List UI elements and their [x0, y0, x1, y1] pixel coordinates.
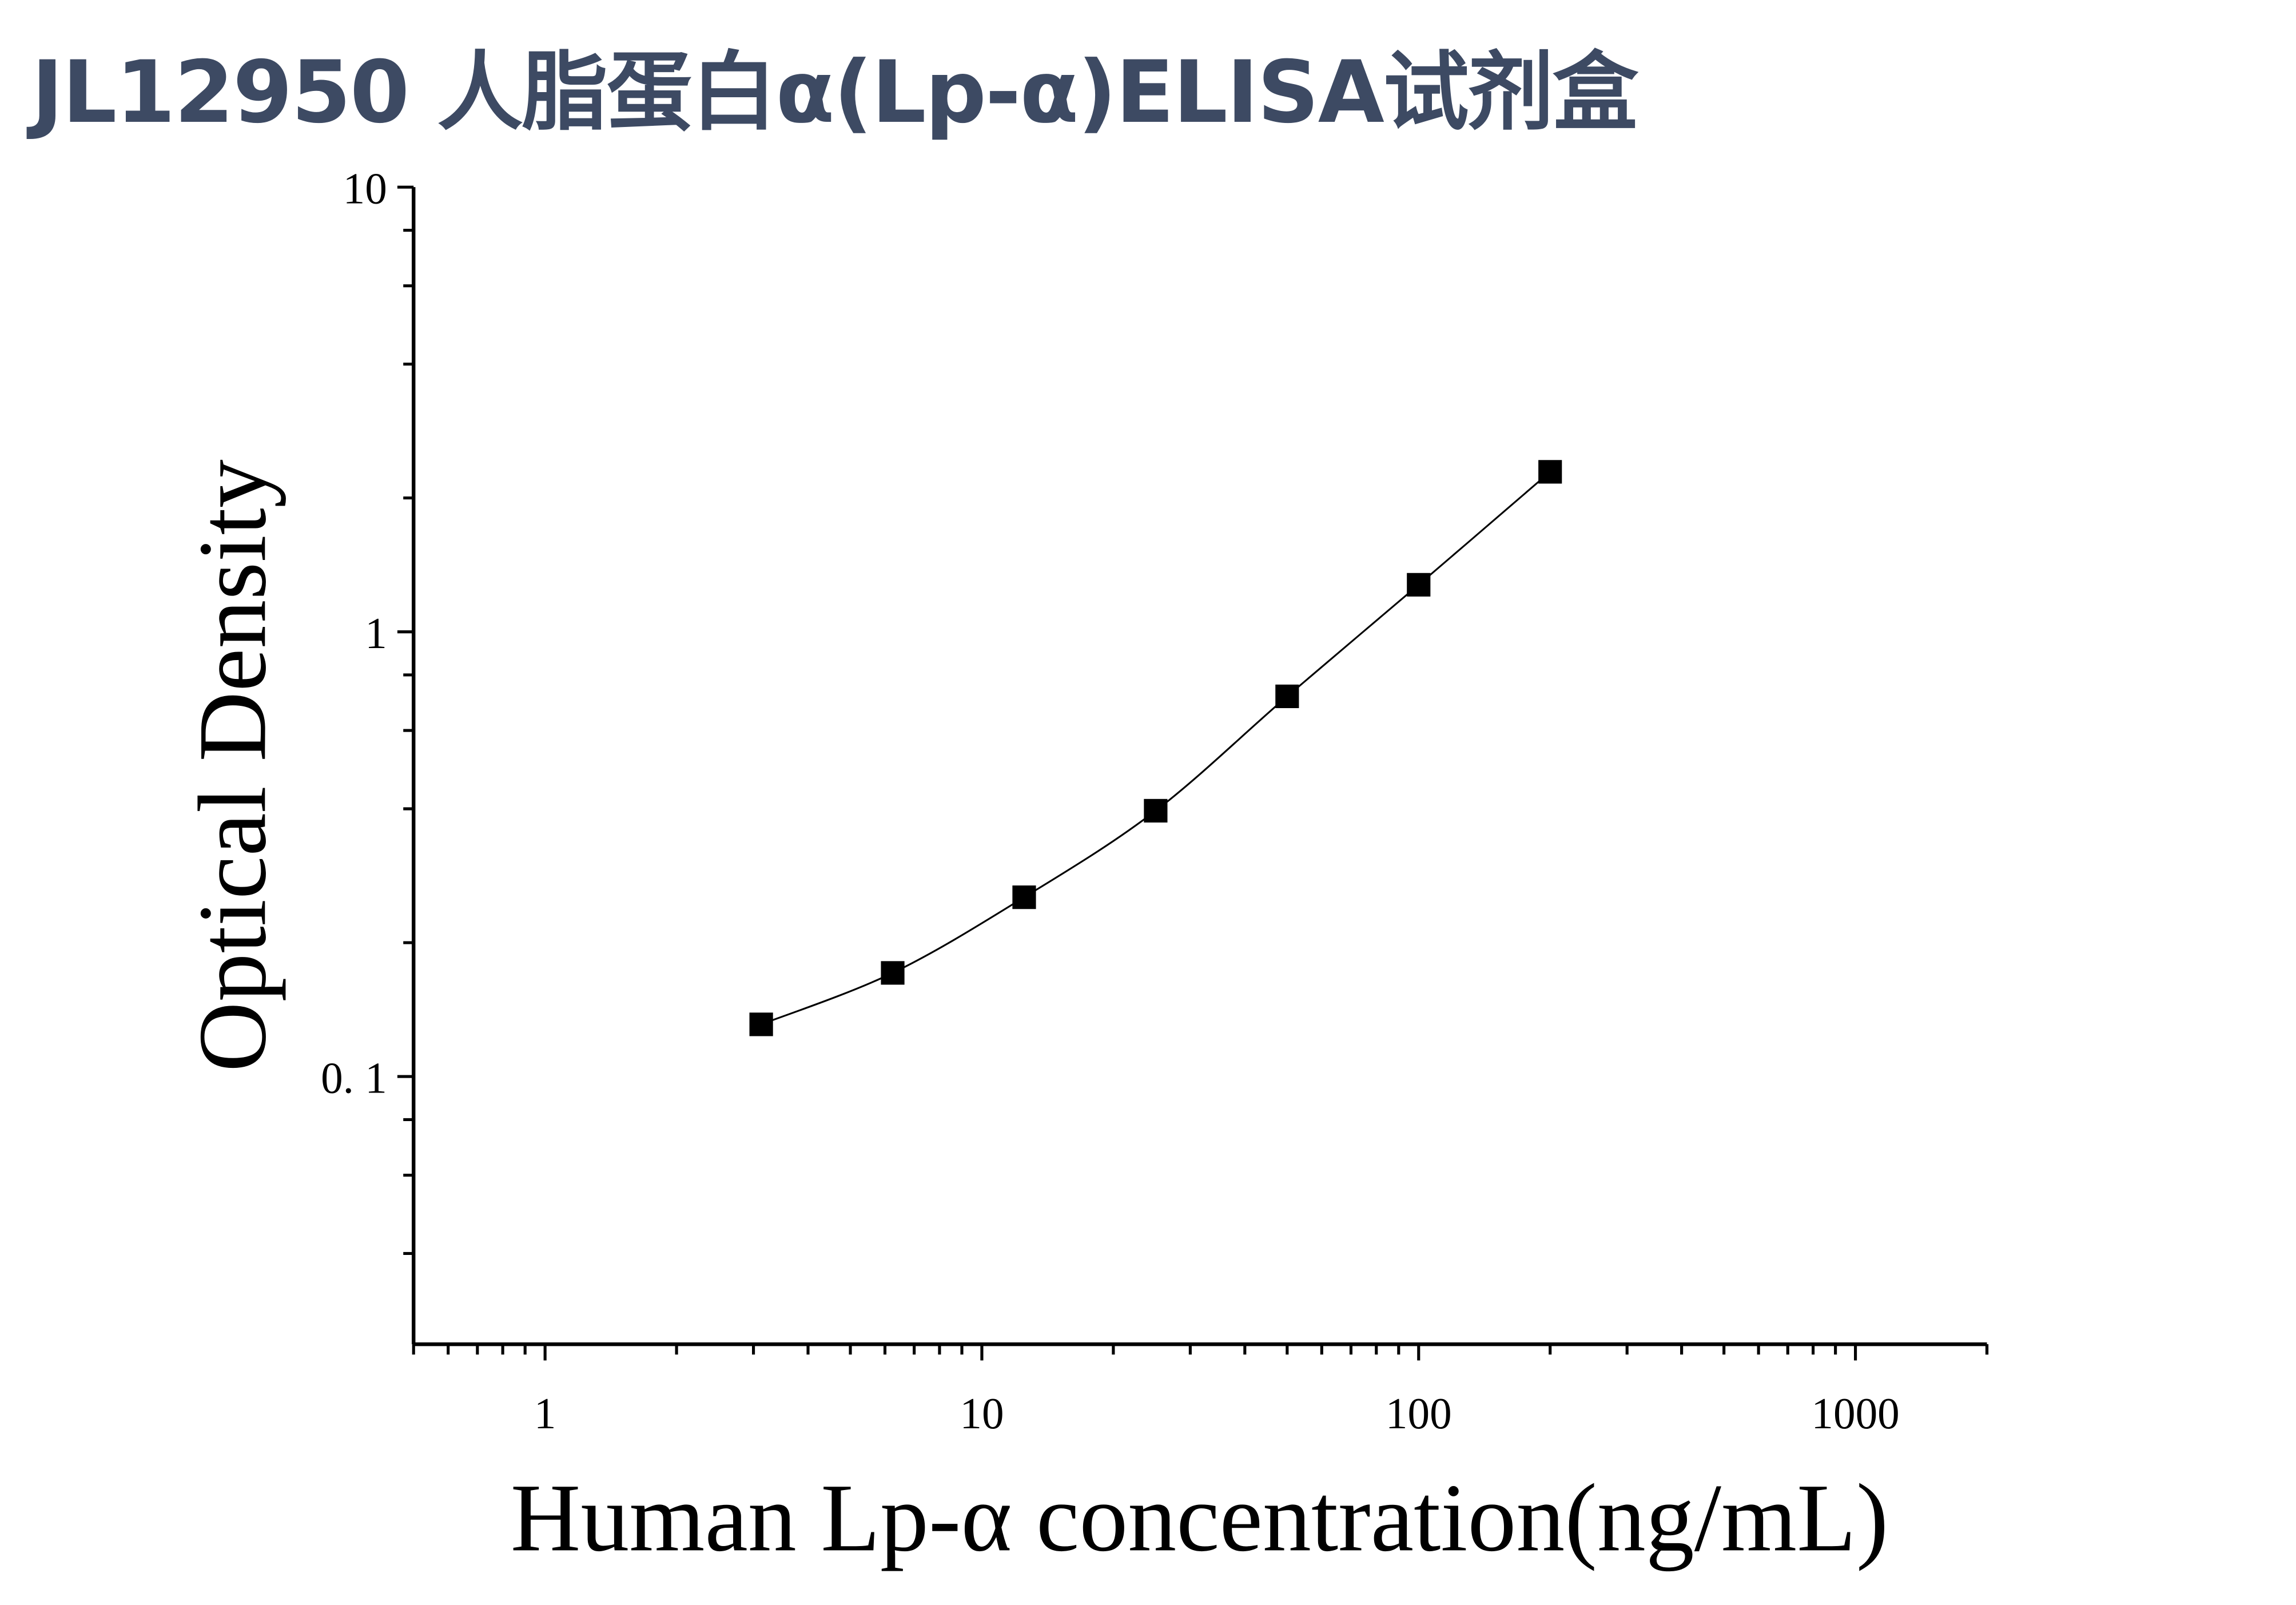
fit-curve [761, 471, 1551, 1026]
axes [411, 187, 1987, 1346]
x-tick-label: 10 [960, 1389, 1004, 1438]
x-tick-label: 100 [1386, 1389, 1452, 1438]
y-axis-label: Optical Density [178, 459, 286, 1072]
x-tick-label: 1 [534, 1389, 556, 1438]
x-axis-label: Human Lp-α concentration(ng/mL) [511, 1464, 1889, 1571]
y-tick-label: 10 [343, 164, 387, 213]
data-point [881, 961, 905, 985]
ticks: 1 10 100 1000 0. 1 1 10 [321, 164, 1989, 1438]
x-tick-label: 1000 [1811, 1389, 1899, 1438]
data-point [1012, 885, 1036, 909]
data-point [1275, 684, 1299, 709]
y-tick-label: 1 [365, 609, 387, 658]
chart-title: JL12950 人脂蛋白α(Lp-α)ELISA试剂盒 [31, 43, 1638, 142]
data-points [749, 460, 1562, 1036]
data-point [1407, 573, 1431, 597]
data-point [1538, 460, 1562, 484]
y-tick-label: 0. 1 [321, 1053, 387, 1102]
data-point [749, 1012, 773, 1036]
data-point [1144, 798, 1168, 823]
